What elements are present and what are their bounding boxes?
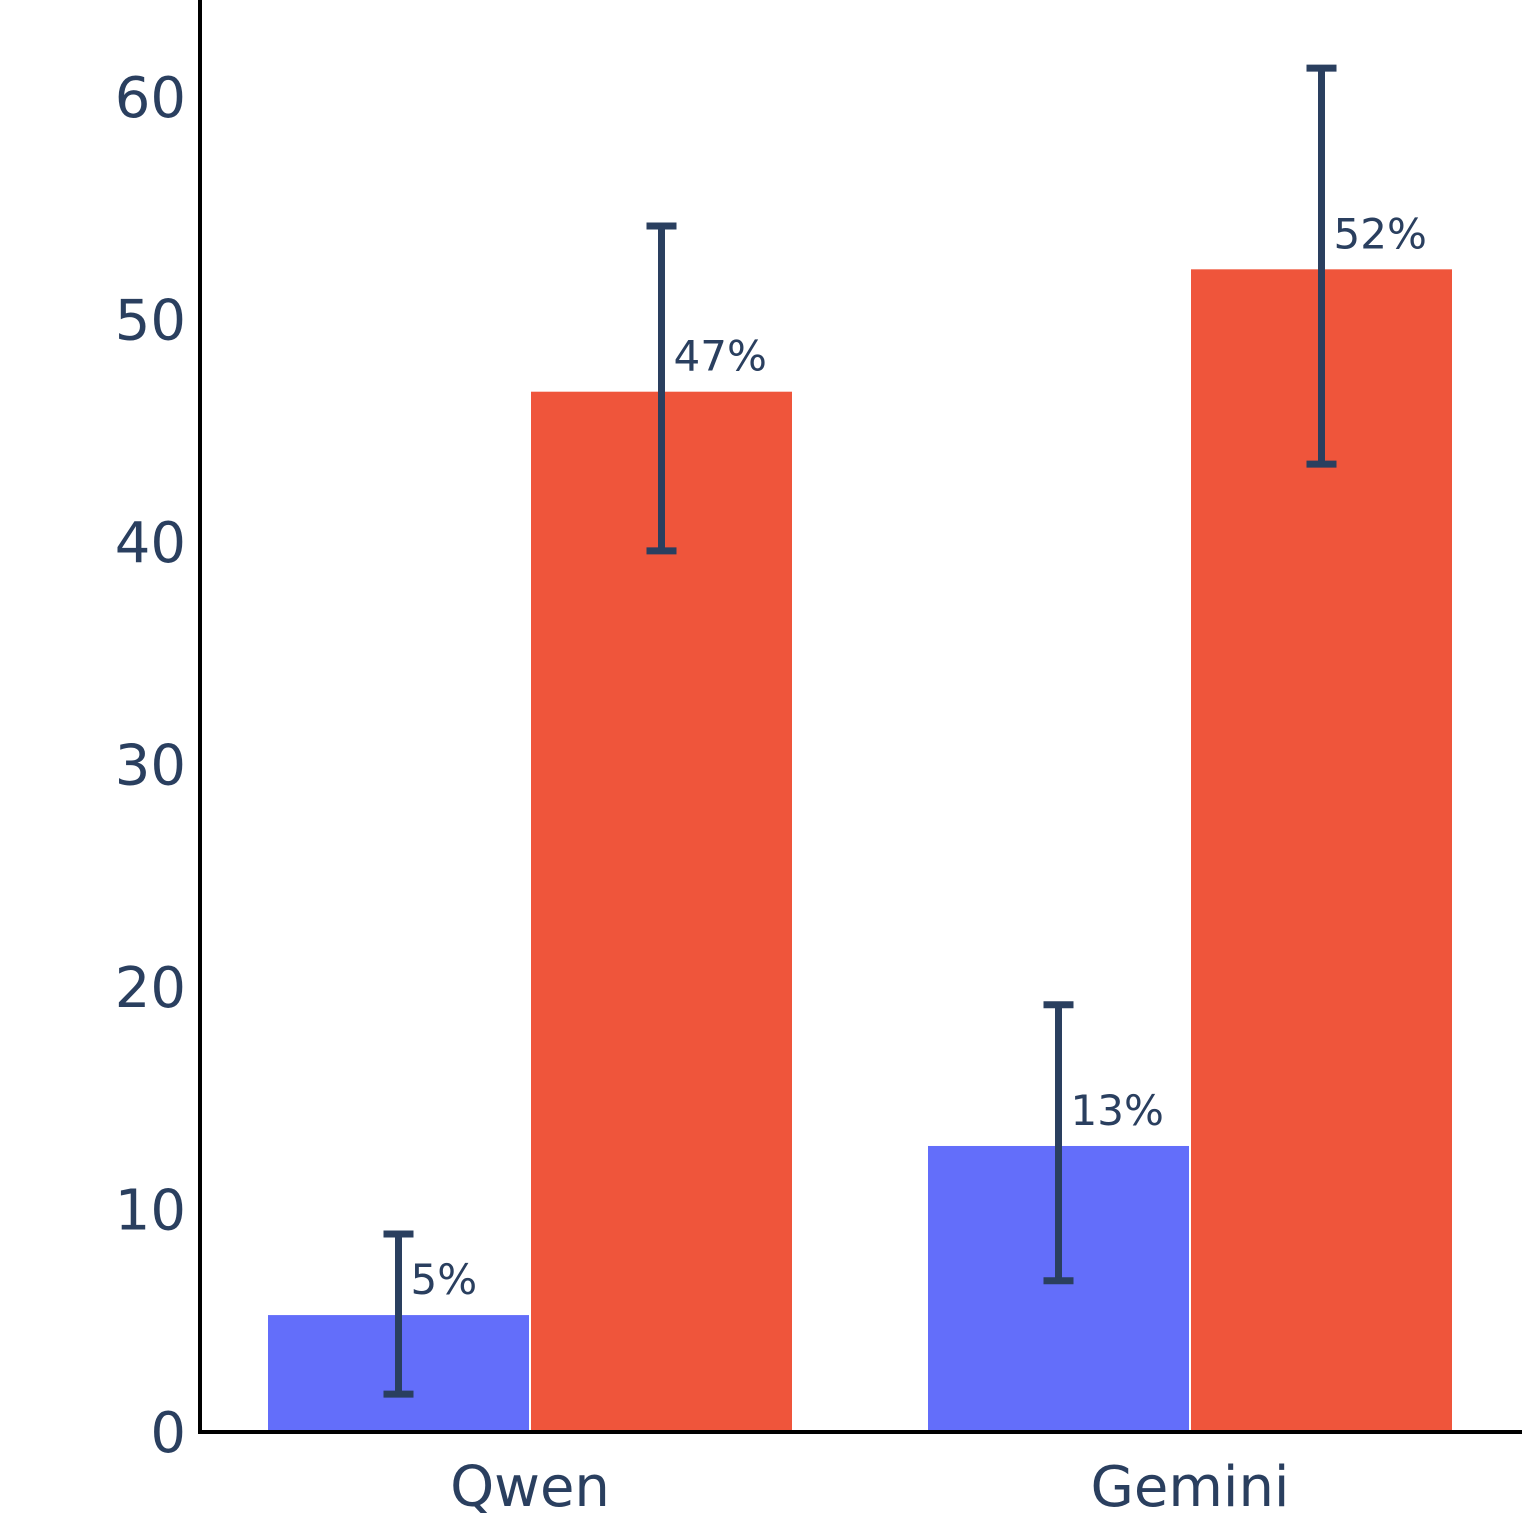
y-tick-label-20: 20 (115, 956, 186, 1021)
error-bars-layer (383, 64, 1337, 1398)
error-bar-gemini-series-1 (1043, 1001, 1074, 1285)
error-bar-gemini-series-2 (1306, 64, 1337, 468)
data-label-gemini-series-1: 13% (1071, 1086, 1164, 1135)
x-tick-labels: Qwen Gemini (450, 1455, 1289, 1520)
data-labels-layer: 5% 47% 13% 52% (411, 209, 1427, 1304)
y-tick-label-30: 30 (115, 734, 186, 799)
data-label-qwen-series-2: 47% (674, 332, 767, 381)
error-bar-qwen-series-2 (646, 222, 677, 555)
data-label-gemini-series-2: 52% (1334, 209, 1427, 258)
y-tick-labels: 0 10 20 30 40 50 60 (115, 66, 186, 1466)
x-tick-label-qwen: Qwen (450, 1455, 610, 1520)
bar-qwen-series-2 (529, 389, 794, 1434)
data-label-qwen-series-1: 5% (411, 1255, 478, 1304)
x-tick-label-gemini: Gemini (1090, 1455, 1289, 1520)
y-tick-label-10: 10 (115, 1179, 186, 1244)
error-bar-qwen-series-1 (383, 1230, 414, 1398)
y-tick-label-60: 60 (115, 66, 186, 131)
y-tick-label-40: 40 (115, 511, 186, 576)
y-tick-label-50: 50 (115, 289, 186, 354)
y-tick-label-0: 0 (150, 1401, 186, 1466)
bars-layer (266, 267, 1454, 1434)
